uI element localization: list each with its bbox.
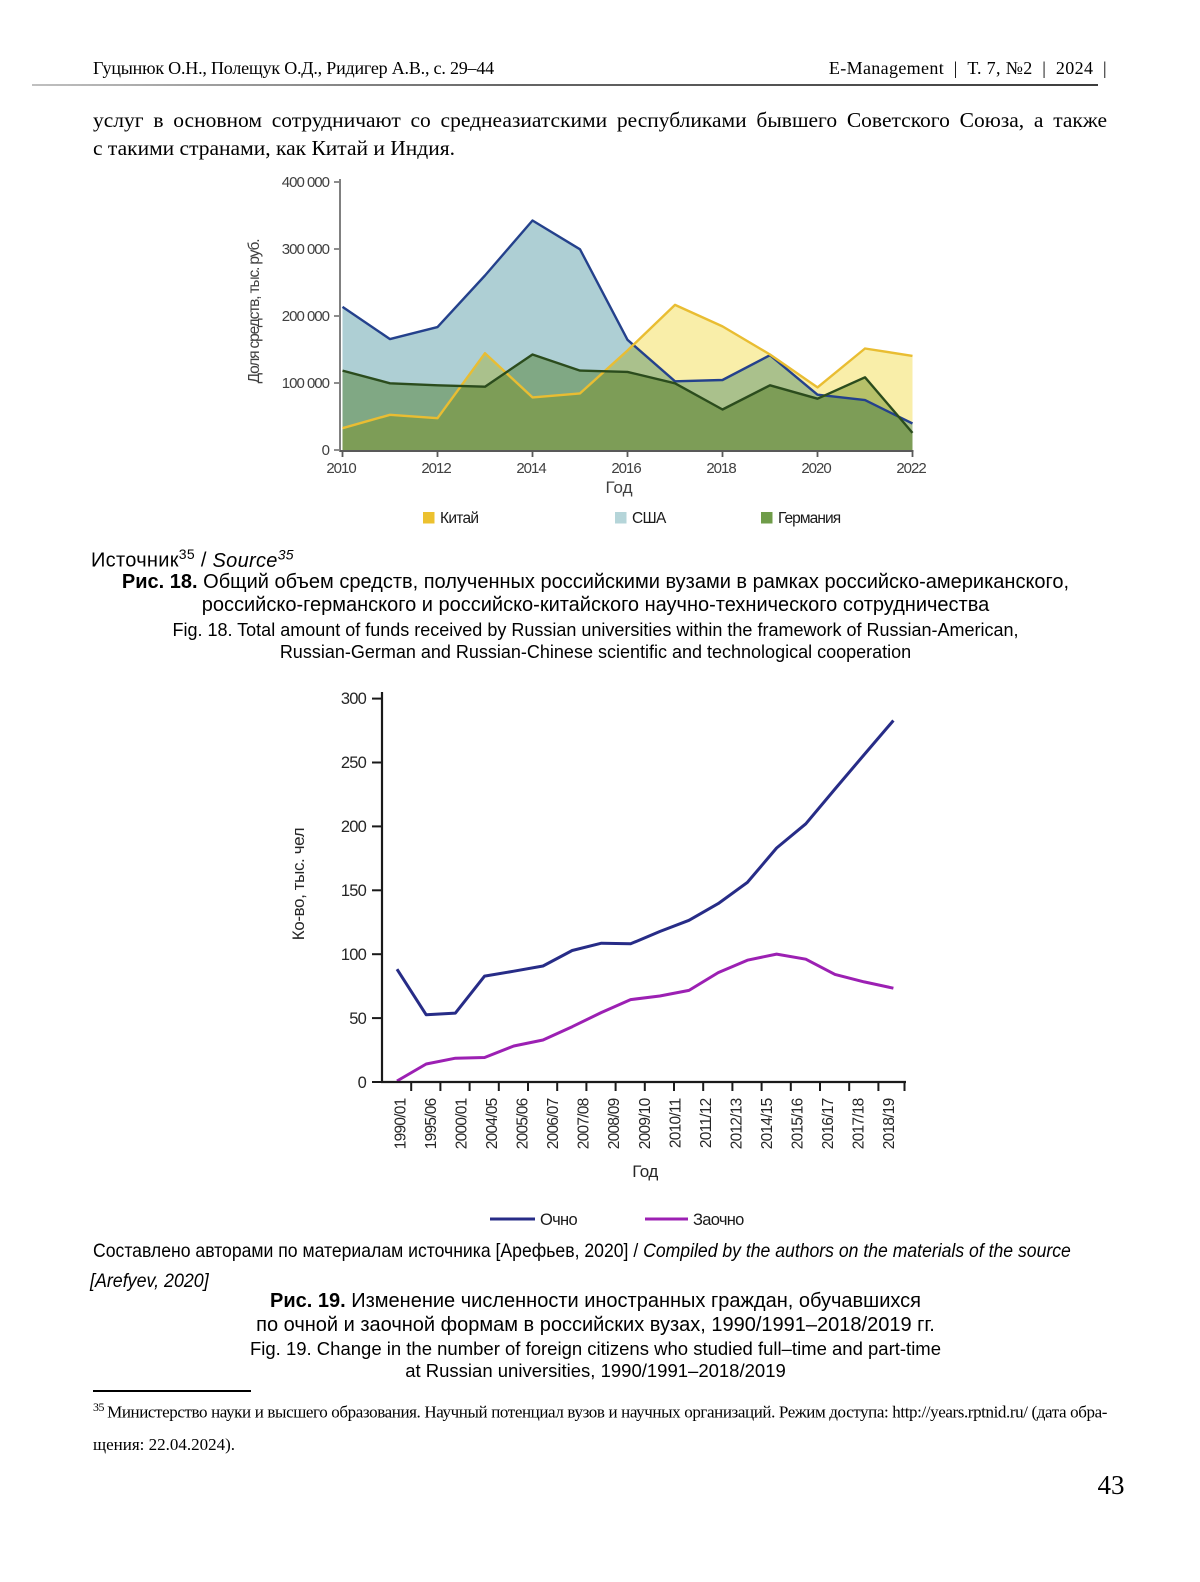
svg-text:Ко-во, тыс. чел: Ко-во, тыс. чел (289, 828, 308, 940)
svg-text:Год: Год (632, 1162, 658, 1181)
svg-text:200: 200 (341, 818, 367, 836)
svg-text:2018: 2018 (706, 460, 736, 477)
svg-text:0: 0 (322, 442, 330, 459)
svg-text:2000/01: 2000/01 (454, 1098, 471, 1149)
svg-text:1995/06: 1995/06 (423, 1098, 440, 1149)
svg-text:2012/13: 2012/13 (729, 1098, 746, 1149)
svg-text:2010/11: 2010/11 (667, 1098, 684, 1148)
svg-text:2022: 2022 (896, 460, 926, 477)
svg-text:2010: 2010 (326, 460, 356, 477)
svg-text:200 000: 200 000 (282, 308, 330, 325)
svg-text:400 000: 400 000 (282, 174, 330, 191)
svg-text:США: США (632, 510, 667, 527)
svg-text:2014/15: 2014/15 (759, 1098, 776, 1149)
svg-text:2014: 2014 (516, 460, 546, 477)
svg-text:2008/09: 2008/09 (606, 1098, 623, 1149)
svg-text:150: 150 (341, 882, 367, 900)
svg-text:0: 0 (358, 1074, 367, 1092)
svg-text:Очно: Очно (540, 1211, 577, 1229)
svg-text:2015/16: 2015/16 (790, 1098, 807, 1149)
svg-text:2009/10: 2009/10 (637, 1097, 654, 1149)
svg-text:1990/01: 1990/01 (392, 1098, 409, 1149)
svg-text:2020: 2020 (801, 460, 831, 477)
svg-text:250: 250 (341, 754, 367, 772)
svg-text:2005/06: 2005/06 (515, 1098, 532, 1149)
svg-text:300: 300 (341, 690, 367, 708)
svg-text:Германия: Германия (778, 510, 841, 527)
svg-text:2007/08: 2007/08 (576, 1098, 593, 1149)
svg-text:Доля средств, тыс. руб.: Доля средств, тыс. руб. (246, 240, 263, 384)
svg-text:100 000: 100 000 (282, 375, 330, 392)
svg-text:300 000: 300 000 (282, 241, 330, 258)
svg-text:2006/07: 2006/07 (545, 1098, 562, 1149)
svg-text:2012: 2012 (421, 460, 451, 477)
svg-text:2017/18: 2017/18 (851, 1098, 868, 1149)
svg-text:Китай: Китай (440, 510, 478, 527)
svg-text:2016/17: 2016/17 (820, 1098, 837, 1149)
svg-text:2011/12: 2011/12 (698, 1098, 715, 1148)
svg-text:Год: Год (605, 478, 632, 497)
svg-text:2018/19: 2018/19 (881, 1098, 898, 1149)
svg-text:2016: 2016 (611, 460, 641, 477)
svg-text:50: 50 (349, 1010, 366, 1028)
svg-text:2004/05: 2004/05 (484, 1098, 501, 1149)
svg-text:Заочно: Заочно (693, 1211, 744, 1229)
svg-text:100: 100 (341, 946, 367, 964)
